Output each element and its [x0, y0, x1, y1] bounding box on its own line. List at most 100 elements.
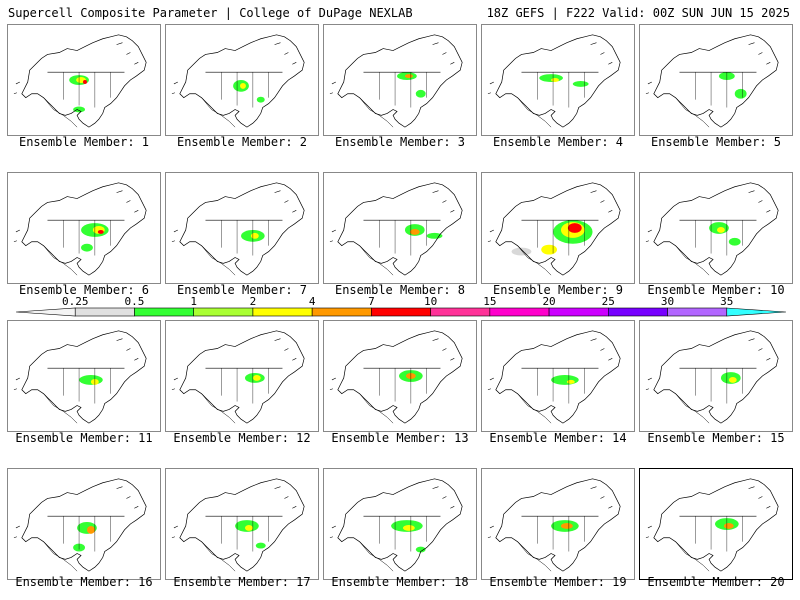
map-outline: [201, 541, 236, 572]
ensemble-member-map: [323, 24, 477, 136]
map-outline: [675, 541, 710, 572]
ensemble-member-label: Ensemble Member: 8: [334, 283, 466, 297]
color-swatch: [252, 307, 313, 317]
ensemble-member-label: Ensemble Member: 4: [492, 135, 624, 149]
ensemble-member-map: [7, 24, 161, 136]
map-svg: [487, 182, 621, 276]
map-outline: [675, 393, 710, 424]
map-svg: [171, 182, 305, 276]
map-outline: [63, 72, 111, 108]
map-outline: [179, 330, 305, 424]
map-outline: [359, 97, 394, 128]
map-outline: [695, 516, 743, 552]
map-svg: [645, 182, 779, 276]
map-outline: [645, 190, 771, 243]
ensemble-member-label: Ensemble Member: 6: [18, 283, 150, 297]
scp-shading: [86, 525, 95, 534]
ensemble-member-map: [165, 468, 319, 580]
ensemble-member-map: [165, 24, 319, 136]
map-outline: [487, 190, 613, 243]
color-swatch: [667, 307, 728, 317]
ensemble-member-map: [165, 320, 319, 432]
map-outline: [13, 190, 139, 243]
scp-shading: [728, 376, 737, 383]
map-outline: [63, 516, 111, 552]
map-outline: [487, 338, 613, 391]
map-outline: [645, 486, 771, 539]
scp-shading: [402, 524, 415, 531]
map-svg: [13, 330, 147, 424]
ensemble-member-label: Ensemble Member: 2: [176, 135, 308, 149]
color-tick-label: 2: [250, 296, 257, 308]
map-svg: [13, 34, 147, 128]
map-outline: [63, 220, 111, 256]
map-outline: [379, 516, 427, 552]
map-outline: [537, 72, 585, 108]
map-svg: [487, 478, 621, 572]
map-outline: [221, 368, 269, 404]
ensemble-member-map: [7, 172, 161, 284]
scp-shading: [252, 375, 261, 381]
color-scale-bar: 0.25 0.5 1 2 4 7 10 15 20 25 30 35: [15, 296, 787, 317]
map-outline: [329, 190, 455, 243]
color-tick-label: 25: [602, 296, 615, 308]
ensemble-member-map: [323, 320, 477, 432]
ensemble-member-label: Ensemble Member: 16: [15, 575, 153, 589]
ensemble-member-label: Ensemble Member: 7: [176, 283, 308, 297]
map-svg: [329, 34, 463, 128]
map-outline: [179, 182, 305, 276]
scp-shading: [426, 232, 443, 239]
color-tick-label: 1: [190, 296, 197, 308]
map-outline: [695, 368, 743, 404]
map-outline: [359, 245, 394, 276]
map-outline: [653, 34, 779, 128]
map-outline: [329, 42, 455, 95]
scp-shading: [572, 80, 589, 87]
scp-shading: [415, 546, 426, 553]
color-swatch: [489, 307, 550, 317]
map-outline: [221, 72, 269, 108]
map-outline: [487, 42, 613, 95]
chart-title: Supercell Composite Parameter | College …: [8, 6, 413, 20]
map-outline: [517, 541, 552, 572]
color-swatch: [608, 307, 668, 317]
color-tick-label: 20: [542, 296, 555, 308]
ensemble-member-map: [639, 320, 793, 432]
map-outline: [487, 486, 613, 539]
map-svg: [487, 330, 621, 424]
color-swatch: [371, 307, 431, 317]
map-outline: [337, 182, 463, 276]
map-outline: [653, 330, 779, 424]
ensemble-member-label: Ensemble Member: 13: [331, 431, 469, 445]
map-svg: [329, 478, 463, 572]
scp-shading: [255, 542, 266, 549]
map-outline: [645, 42, 771, 95]
color-tick-label: 15: [483, 296, 496, 308]
ensemble-member-label: Ensemble Member: 18: [331, 575, 469, 589]
map-outline: [537, 516, 585, 552]
ensemble-member-map: [481, 172, 635, 284]
map-svg: [13, 182, 147, 276]
map-svg: [645, 34, 779, 128]
scp-shading: [404, 74, 413, 79]
color-tick-label: 0.25: [62, 296, 89, 308]
scp-shading: [566, 379, 575, 384]
ensemble-member-map: [7, 320, 161, 432]
scp-shading: [81, 243, 93, 252]
map-outline: [329, 338, 455, 391]
scp-shading: [551, 375, 579, 385]
scp-shading: [244, 524, 253, 531]
scp-shading: [83, 80, 87, 84]
ensemble-member-label: Ensemble Member: 12: [173, 431, 311, 445]
color-tick-label: 10: [424, 296, 437, 308]
map-outline: [13, 338, 139, 391]
map-outline: [517, 393, 552, 424]
map-outline: [517, 245, 552, 276]
map-outline: [221, 516, 269, 552]
color-swatch: [311, 307, 372, 317]
map-outline: [13, 486, 139, 539]
ensemble-member-label: Ensemble Member: 9: [492, 283, 624, 297]
ensemble-member-label: Ensemble Member: 14: [489, 431, 627, 445]
map-outline: [43, 541, 78, 572]
color-tick-label: 4: [309, 296, 316, 308]
